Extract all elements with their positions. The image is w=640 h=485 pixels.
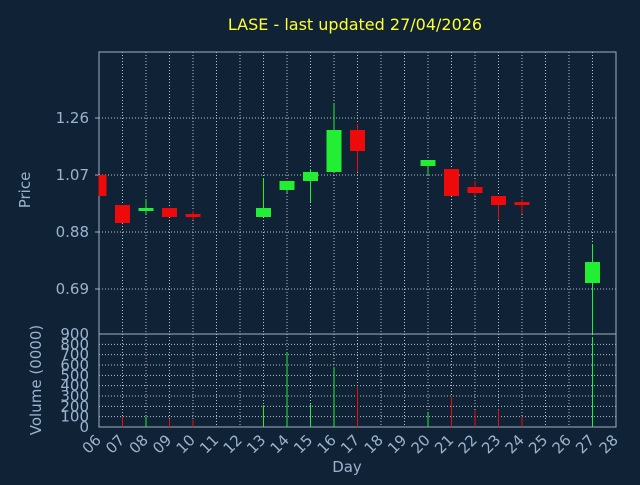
candle-body — [350, 130, 365, 151]
price-tick-label: 1.26 — [56, 109, 89, 127]
price-tick-label: 1.07 — [56, 166, 89, 184]
volume-tick-label: 0 — [79, 418, 89, 436]
candle-body — [514, 202, 530, 205]
volume-tick-label: 100 — [60, 408, 89, 426]
candle-body — [303, 172, 318, 181]
volume-tick-label: 400 — [60, 377, 89, 395]
price-axis-label: Price — [16, 172, 34, 209]
volume-tick-label: 500 — [60, 366, 89, 384]
volume-tick-label: 700 — [60, 346, 89, 364]
volume-tick-label: 800 — [60, 335, 89, 353]
price-tick-label: 0.88 — [56, 223, 89, 241]
volume-tick-label: 900 — [60, 325, 89, 343]
candle-body — [162, 208, 177, 217]
candle-body — [585, 262, 600, 283]
candle-body — [491, 196, 506, 205]
candle-body — [256, 208, 271, 217]
x-axis: 0607080910111213141516171819202122232425… — [79, 431, 622, 457]
candle-body — [420, 160, 436, 166]
candle-body — [467, 187, 483, 193]
chart-title: LASE - last updated 27/04/2026 — [228, 15, 482, 34]
candle-body — [99, 175, 107, 196]
volume-tick-label: 300 — [60, 387, 89, 405]
price-tick-label: 0.69 — [56, 280, 89, 298]
candle-body — [279, 181, 295, 190]
candle-body — [115, 205, 130, 223]
x-axis-label: Day — [332, 458, 362, 476]
candle-body — [326, 130, 342, 172]
volume-tick-label: 200 — [60, 397, 89, 415]
volume-axis-label: Volume (0000) — [27, 325, 45, 435]
candle-body — [444, 169, 459, 196]
volume-tick-label: 600 — [60, 356, 89, 374]
price-panel: 0.69 0.88 1.07 1.26 — [56, 51, 617, 335]
candle-body — [138, 208, 154, 211]
candle-body — [185, 214, 201, 217]
